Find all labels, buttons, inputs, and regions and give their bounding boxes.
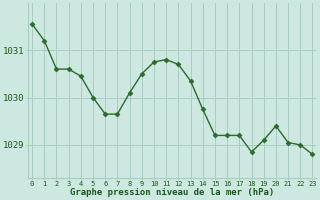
X-axis label: Graphe pression niveau de la mer (hPa): Graphe pression niveau de la mer (hPa): [70, 188, 275, 197]
